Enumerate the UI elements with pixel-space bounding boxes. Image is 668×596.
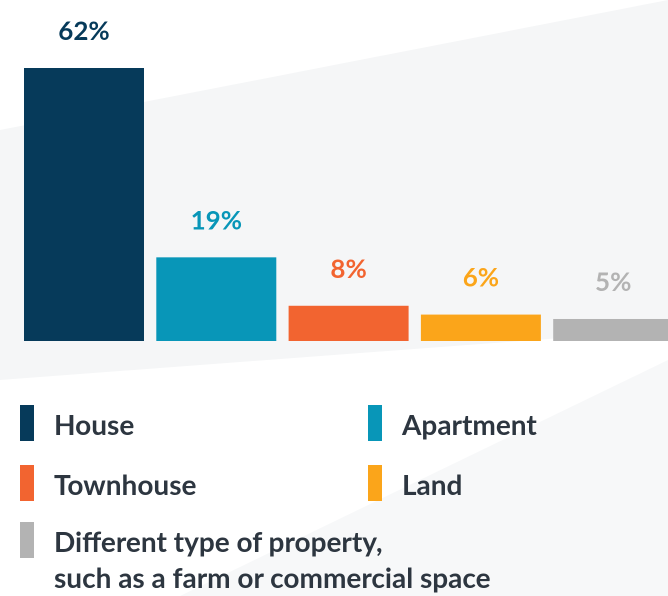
legend-swatch — [368, 405, 382, 441]
legend-swatch — [368, 465, 382, 501]
legend-swatch — [20, 465, 34, 501]
value-label: 19% — [191, 203, 242, 235]
bar — [156, 257, 277, 341]
legend-label: House — [54, 407, 135, 441]
legend-item: Apartment — [368, 405, 537, 442]
legend-label: Different type of property, such as a fa… — [54, 524, 491, 594]
value-label: 6% — [463, 261, 499, 293]
legend-item: House — [20, 405, 134, 442]
value-label: 8% — [330, 252, 366, 284]
bar — [553, 318, 668, 341]
legend-swatch — [20, 405, 34, 441]
legend-swatch — [20, 522, 34, 558]
value-label: 62% — [58, 14, 109, 46]
legend-item: Land — [368, 465, 462, 502]
bar — [24, 68, 144, 341]
legend-label: Land — [402, 467, 463, 501]
value-label: 5% — [595, 265, 631, 297]
bar — [288, 305, 409, 341]
bar — [420, 314, 541, 341]
legend-label: Apartment — [402, 407, 537, 441]
background-shade — [180, 360, 668, 596]
legend-label: Townhouse — [54, 467, 197, 501]
legend-item: Different type of property, such as a fa… — [20, 522, 491, 595]
legend-item: Townhouse — [20, 465, 196, 502]
